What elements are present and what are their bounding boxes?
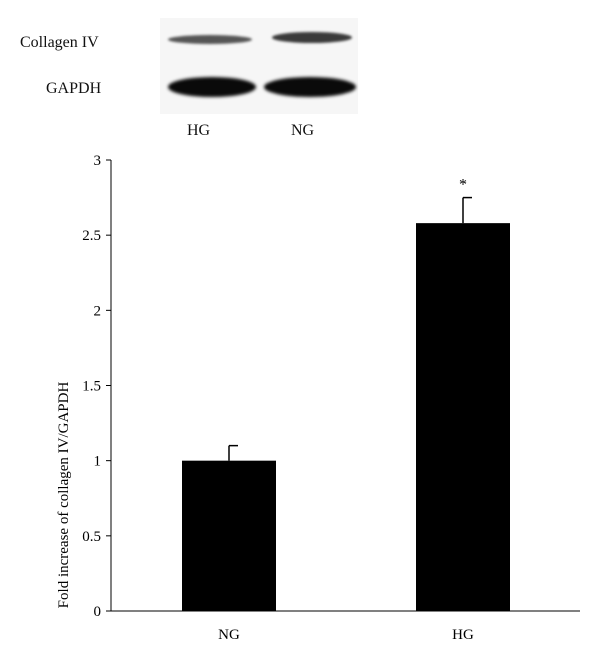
blot-image: [160, 18, 358, 114]
x-tick-labels: NG HG: [218, 627, 474, 643]
bar-ng: [182, 460, 276, 611]
y-tick-label: 1: [94, 454, 102, 470]
x-tick-label-hg: HG: [452, 627, 474, 643]
blot-lane-label-hg: HG: [187, 122, 211, 139]
y-tick-label: 0: [94, 604, 102, 620]
significance-marker: *: [459, 177, 467, 194]
y-tick-label: 2: [94, 303, 102, 319]
bar-chart: Fold increase of collagen IV/GAPDH 0 0.5 1…: [56, 153, 580, 643]
bars: *: [182, 177, 510, 611]
y-axis-label: Fold increase of collagen IV/GAPDH: [56, 382, 72, 609]
blot-lane-label-ng: NG: [291, 122, 315, 139]
y-tick-label: 0.5: [82, 529, 101, 545]
y-tick-label: 3: [94, 153, 102, 169]
collagen-band-hg: [168, 35, 252, 44]
x-tick-label-ng: NG: [218, 627, 240, 643]
bar-hg: [416, 223, 510, 611]
y-tick-label: 2.5: [82, 228, 101, 244]
y-tick-label: 1.5: [82, 379, 101, 395]
y-ticks: 0 0.5 1 1.5 2 2.5 3: [82, 153, 111, 620]
collagen-band-ng: [272, 32, 352, 43]
blot-row-label-collagen: Collagen IV: [20, 34, 99, 51]
blot-row-label-gapdh: GAPDH: [46, 80, 102, 97]
gapdh-band-hg: [168, 77, 256, 97]
gapdh-band-ng: [264, 77, 356, 97]
